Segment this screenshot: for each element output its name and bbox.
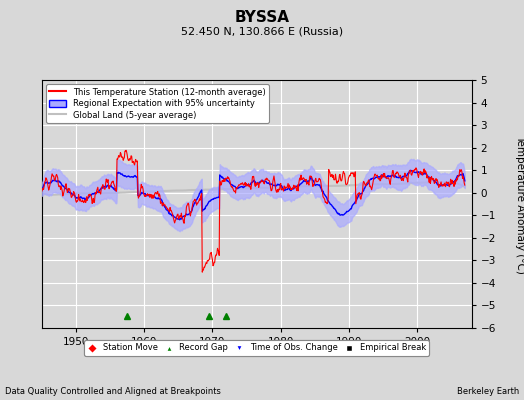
Legend: Station Move, Record Gap, Time of Obs. Change, Empirical Break: Station Move, Record Gap, Time of Obs. C… — [84, 340, 429, 356]
Y-axis label: Temperature Anomaly (°C): Temperature Anomaly (°C) — [516, 134, 524, 274]
Text: 52.450 N, 130.866 E (Russia): 52.450 N, 130.866 E (Russia) — [181, 26, 343, 36]
Text: Berkeley Earth: Berkeley Earth — [456, 387, 519, 396]
Legend: This Temperature Station (12-month average), Regional Expectation with 95% uncer: This Temperature Station (12-month avera… — [46, 84, 269, 123]
Text: BYSSA: BYSSA — [235, 10, 289, 25]
Text: Data Quality Controlled and Aligned at Breakpoints: Data Quality Controlled and Aligned at B… — [5, 387, 221, 396]
